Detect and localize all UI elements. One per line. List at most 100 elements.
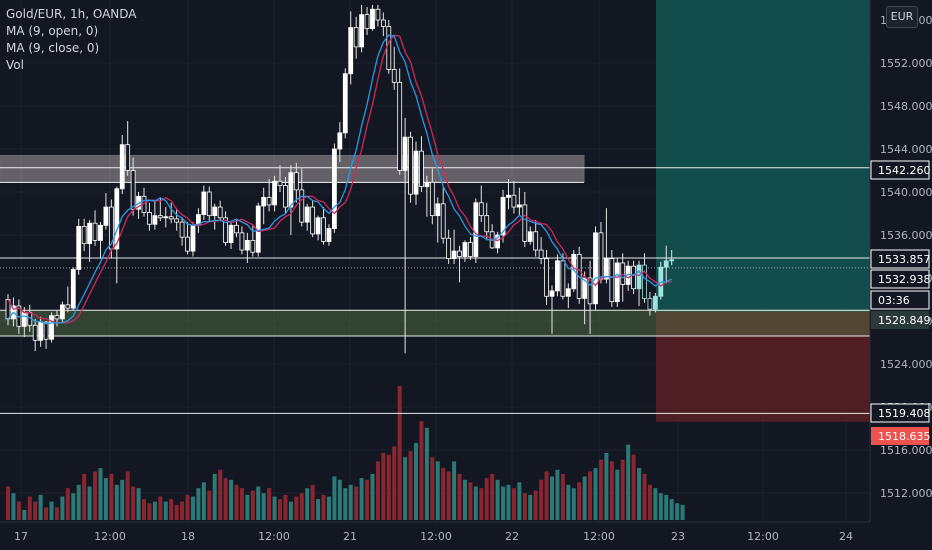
candle-body-50	[277, 180, 283, 186]
volume-bar-79	[435, 461, 440, 520]
volume-bar-123	[675, 503, 680, 520]
candle-27	[152, 200, 158, 230]
candle-body-68	[375, 8, 381, 21]
candle-17	[98, 222, 103, 259]
candle-body-39	[217, 206, 223, 219]
x-tick-label-7: 12:00	[583, 530, 615, 543]
candle-body-28	[157, 215, 163, 219]
volume-bar-13	[76, 484, 81, 520]
volume-bar-76	[419, 421, 424, 520]
candle-115	[631, 260, 636, 295]
volume-bar-97	[533, 490, 538, 520]
candle-102	[560, 253, 566, 300]
volume-bar-30	[169, 499, 174, 520]
badge-entry-text: 1528.849	[878, 314, 931, 327]
volume-bar-4	[27, 496, 32, 520]
candle-body-71	[391, 69, 397, 83]
badge-low: 1519.408	[870, 403, 931, 423]
volume-bar-9	[54, 507, 59, 520]
x-tick-label-1: 12:00	[94, 530, 126, 543]
volume-bar-103	[566, 484, 571, 520]
badge-upper-bg	[870, 249, 930, 269]
candle-body-78	[429, 181, 435, 217]
volume-bar-73	[403, 457, 408, 520]
volume-bar-106	[582, 476, 587, 520]
volume-bar-113	[620, 459, 625, 520]
volume-bar-89	[490, 473, 495, 520]
candle-20	[114, 186, 120, 284]
volume-bar-124	[680, 504, 685, 520]
candle-body-121	[663, 260, 669, 268]
candle-body-100	[549, 290, 555, 297]
volume-bar-57	[316, 499, 321, 520]
legend-volume[interactable]: Vol	[6, 58, 24, 72]
price-axis[interactable]: 1512.0001516.0001520.0001524.0001528.000…	[869, 0, 932, 522]
volume-bar-112	[615, 469, 620, 520]
candle-64	[353, 16, 359, 59]
x-tick-label-9: 12:00	[747, 530, 779, 543]
candle-body-64	[353, 27, 359, 48]
candle-body-45	[250, 239, 256, 253]
candle-body-11	[65, 304, 71, 309]
candle-37	[206, 186, 212, 223]
legend-symbol[interactable]: Gold/EUR, 1h, OANDA	[6, 7, 137, 21]
volume-bar-36	[201, 482, 206, 520]
candle-body-72	[397, 81, 403, 171]
candle-body-36	[201, 191, 207, 215]
candle-16	[92, 210, 98, 246]
candle-72	[397, 68, 403, 175]
volume-bar-75	[414, 442, 418, 520]
candle-30	[168, 202, 174, 224]
legend-ma-close[interactable]: MA (9, close, 0)	[6, 41, 100, 55]
volume-bar-84	[462, 479, 467, 520]
legend-ma-open[interactable]: MA (9, open, 0)	[6, 24, 99, 38]
volume-bar-71	[392, 446, 397, 520]
candle-body-93	[511, 194, 517, 208]
volume-bar-19	[109, 473, 114, 520]
volume-bar-60	[332, 476, 337, 520]
candle-body-20	[114, 188, 120, 250]
candle-body-75	[413, 150, 419, 195]
volume-bar-37	[207, 490, 212, 520]
candle-58	[321, 207, 326, 245]
candle-body-61	[337, 132, 343, 150]
volume-bar-27	[152, 501, 157, 520]
time-axis[interactable]: 17 12:00 18 12:00 21 12:00 22 12:00 23 12:00 24	[0, 521, 932, 550]
currency-button[interactable]: EUR	[886, 6, 918, 28]
candle-111	[609, 250, 615, 308]
candle-body-33	[185, 236, 190, 252]
volume-bar-111	[609, 461, 614, 520]
candle-body-85	[467, 242, 473, 257]
candle-41	[228, 222, 234, 249]
candle-63	[348, 11, 354, 85]
badge-countdown-bg	[870, 290, 930, 310]
badge-countdown: 03:36	[870, 290, 930, 310]
candle-48	[266, 179, 272, 212]
candle-body-6	[38, 321, 44, 341]
candle-body-96	[527, 231, 533, 242]
badge-entry-bg	[871, 311, 929, 329]
volume-bar-42	[234, 484, 239, 520]
candle-12	[70, 267, 76, 311]
y-tick-label-6: 1536.000	[880, 229, 932, 242]
candle-body-106	[582, 277, 588, 299]
candle-119	[652, 293, 658, 313]
volume-bar-110	[604, 453, 609, 520]
volume-bar-61	[337, 479, 342, 520]
candle-body-118	[647, 298, 653, 310]
volume-bar-95	[522, 493, 527, 520]
moving-averages	[7, 34, 672, 325]
candle-54	[299, 168, 305, 227]
volume-bar-92	[506, 484, 511, 520]
candle-99	[544, 250, 549, 305]
candle-body-98	[538, 249, 544, 260]
candle-44	[244, 232, 250, 263]
candle-body-55	[304, 206, 310, 223]
candle-66	[364, 7, 370, 36]
volume-bar-114	[626, 444, 631, 520]
y-tick-label-10: 1552.000	[880, 57, 932, 70]
candle-body-111	[609, 258, 615, 303]
volume-bar-85	[468, 482, 473, 520]
volume-bar-67	[370, 473, 375, 520]
